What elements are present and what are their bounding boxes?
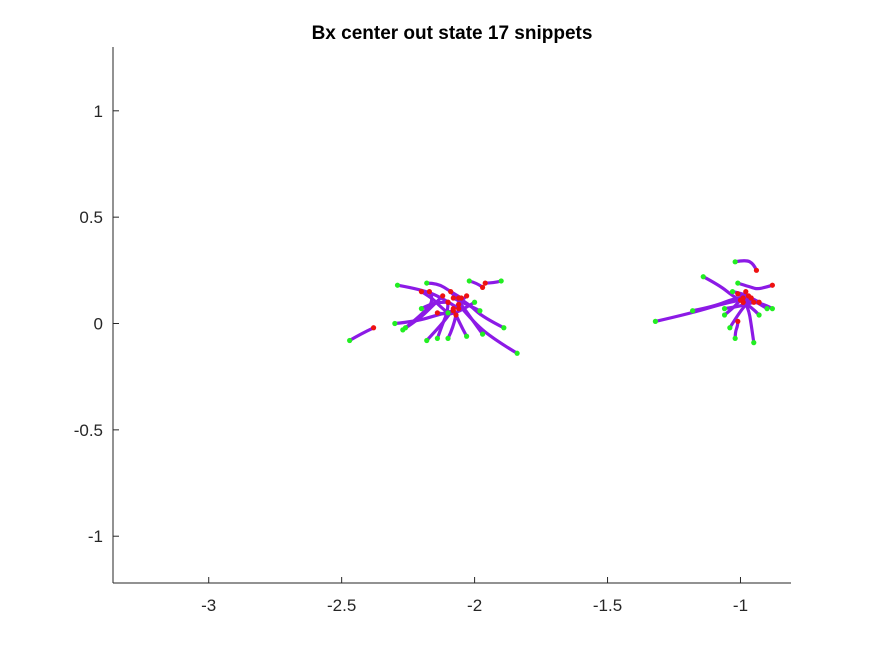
start-point-marker	[347, 337, 353, 344]
end-point-marker	[448, 289, 454, 295]
start-point-marker	[732, 335, 738, 341]
start-point-marker	[445, 335, 451, 341]
start-point-marker	[652, 318, 659, 324]
end-point-marker	[434, 310, 440, 316]
end-point-marker	[450, 306, 456, 312]
axes: -3 -2.5 -2 -1.5 -1 -1 -0.5 0 0.5 1	[74, 47, 791, 615]
trajectory-series	[348, 259, 774, 355]
start-point-marker	[727, 325, 733, 331]
end-point-marker	[450, 295, 456, 301]
end-point-marker	[735, 318, 741, 324]
end-point-marker	[482, 280, 488, 286]
start-point-marker	[769, 306, 775, 312]
trajectory-line	[435, 300, 450, 340]
end-point-marker	[418, 289, 425, 295]
start-point-marker	[479, 331, 486, 337]
y-tick-label: 0.5	[79, 208, 103, 227]
endpoint-markers	[347, 259, 775, 356]
trajectory-line	[425, 281, 463, 300]
start-point-marker	[498, 278, 504, 284]
start-point-marker	[735, 280, 741, 286]
start-point-marker	[472, 299, 478, 305]
end-point-marker	[370, 325, 377, 331]
end-point-marker	[743, 289, 749, 295]
end-point-marker	[753, 267, 760, 273]
start-point-marker	[700, 274, 706, 280]
end-point-marker	[756, 299, 762, 305]
start-point-marker	[501, 325, 507, 331]
start-point-marker	[732, 259, 738, 265]
start-point-marker	[394, 282, 401, 288]
trajectory-line	[419, 300, 450, 311]
y-tick-label: -1	[88, 527, 103, 546]
start-point-marker	[402, 325, 409, 331]
end-point-marker	[440, 293, 446, 299]
start-point-marker	[477, 308, 483, 314]
trajectory-line	[736, 281, 774, 291]
end-point-marker	[453, 312, 459, 318]
start-point-marker	[751, 340, 757, 346]
start-point-marker	[690, 308, 696, 314]
chart-title: Bx center out state 17 snippets	[312, 23, 593, 44]
x-tick-label: -2.5	[327, 596, 356, 615]
x-tick-label: -2	[467, 596, 482, 615]
x-tick-label: -3	[201, 596, 216, 615]
y-tick-label: 1	[94, 102, 103, 121]
y-tick-label: 0	[94, 315, 103, 334]
trajectory-line	[733, 259, 758, 272]
end-point-marker	[445, 299, 451, 305]
y-tick-label: -0.5	[74, 421, 103, 440]
end-point-marker	[456, 306, 462, 312]
x-tick-label: -1	[733, 596, 748, 615]
start-point-marker	[445, 310, 451, 316]
trajectory-line	[348, 326, 376, 343]
end-point-marker	[464, 293, 470, 299]
start-point-marker	[466, 278, 472, 284]
start-point-marker	[434, 335, 440, 341]
x-tick-label: -1.5	[593, 596, 622, 615]
end-point-marker	[748, 295, 754, 301]
end-point-marker	[426, 289, 432, 295]
trajectory-line	[446, 313, 458, 340]
start-point-marker	[764, 306, 770, 312]
start-point-marker	[392, 320, 398, 327]
start-point-marker	[729, 289, 736, 295]
start-point-marker	[756, 312, 762, 318]
start-point-marker	[721, 312, 728, 318]
start-point-marker	[418, 306, 425, 312]
end-point-marker	[737, 297, 744, 303]
end-point-marker	[479, 284, 486, 290]
end-point-marker	[751, 299, 757, 305]
end-point-marker	[769, 282, 775, 288]
start-point-marker	[424, 337, 430, 344]
start-point-marker	[514, 350, 520, 356]
end-point-marker	[456, 295, 462, 301]
start-point-marker	[424, 280, 430, 286]
start-point-marker	[721, 306, 728, 312]
start-point-marker	[464, 333, 470, 339]
trajectory-line	[701, 275, 745, 304]
end-point-marker	[735, 291, 741, 297]
end-point-marker	[456, 301, 462, 307]
